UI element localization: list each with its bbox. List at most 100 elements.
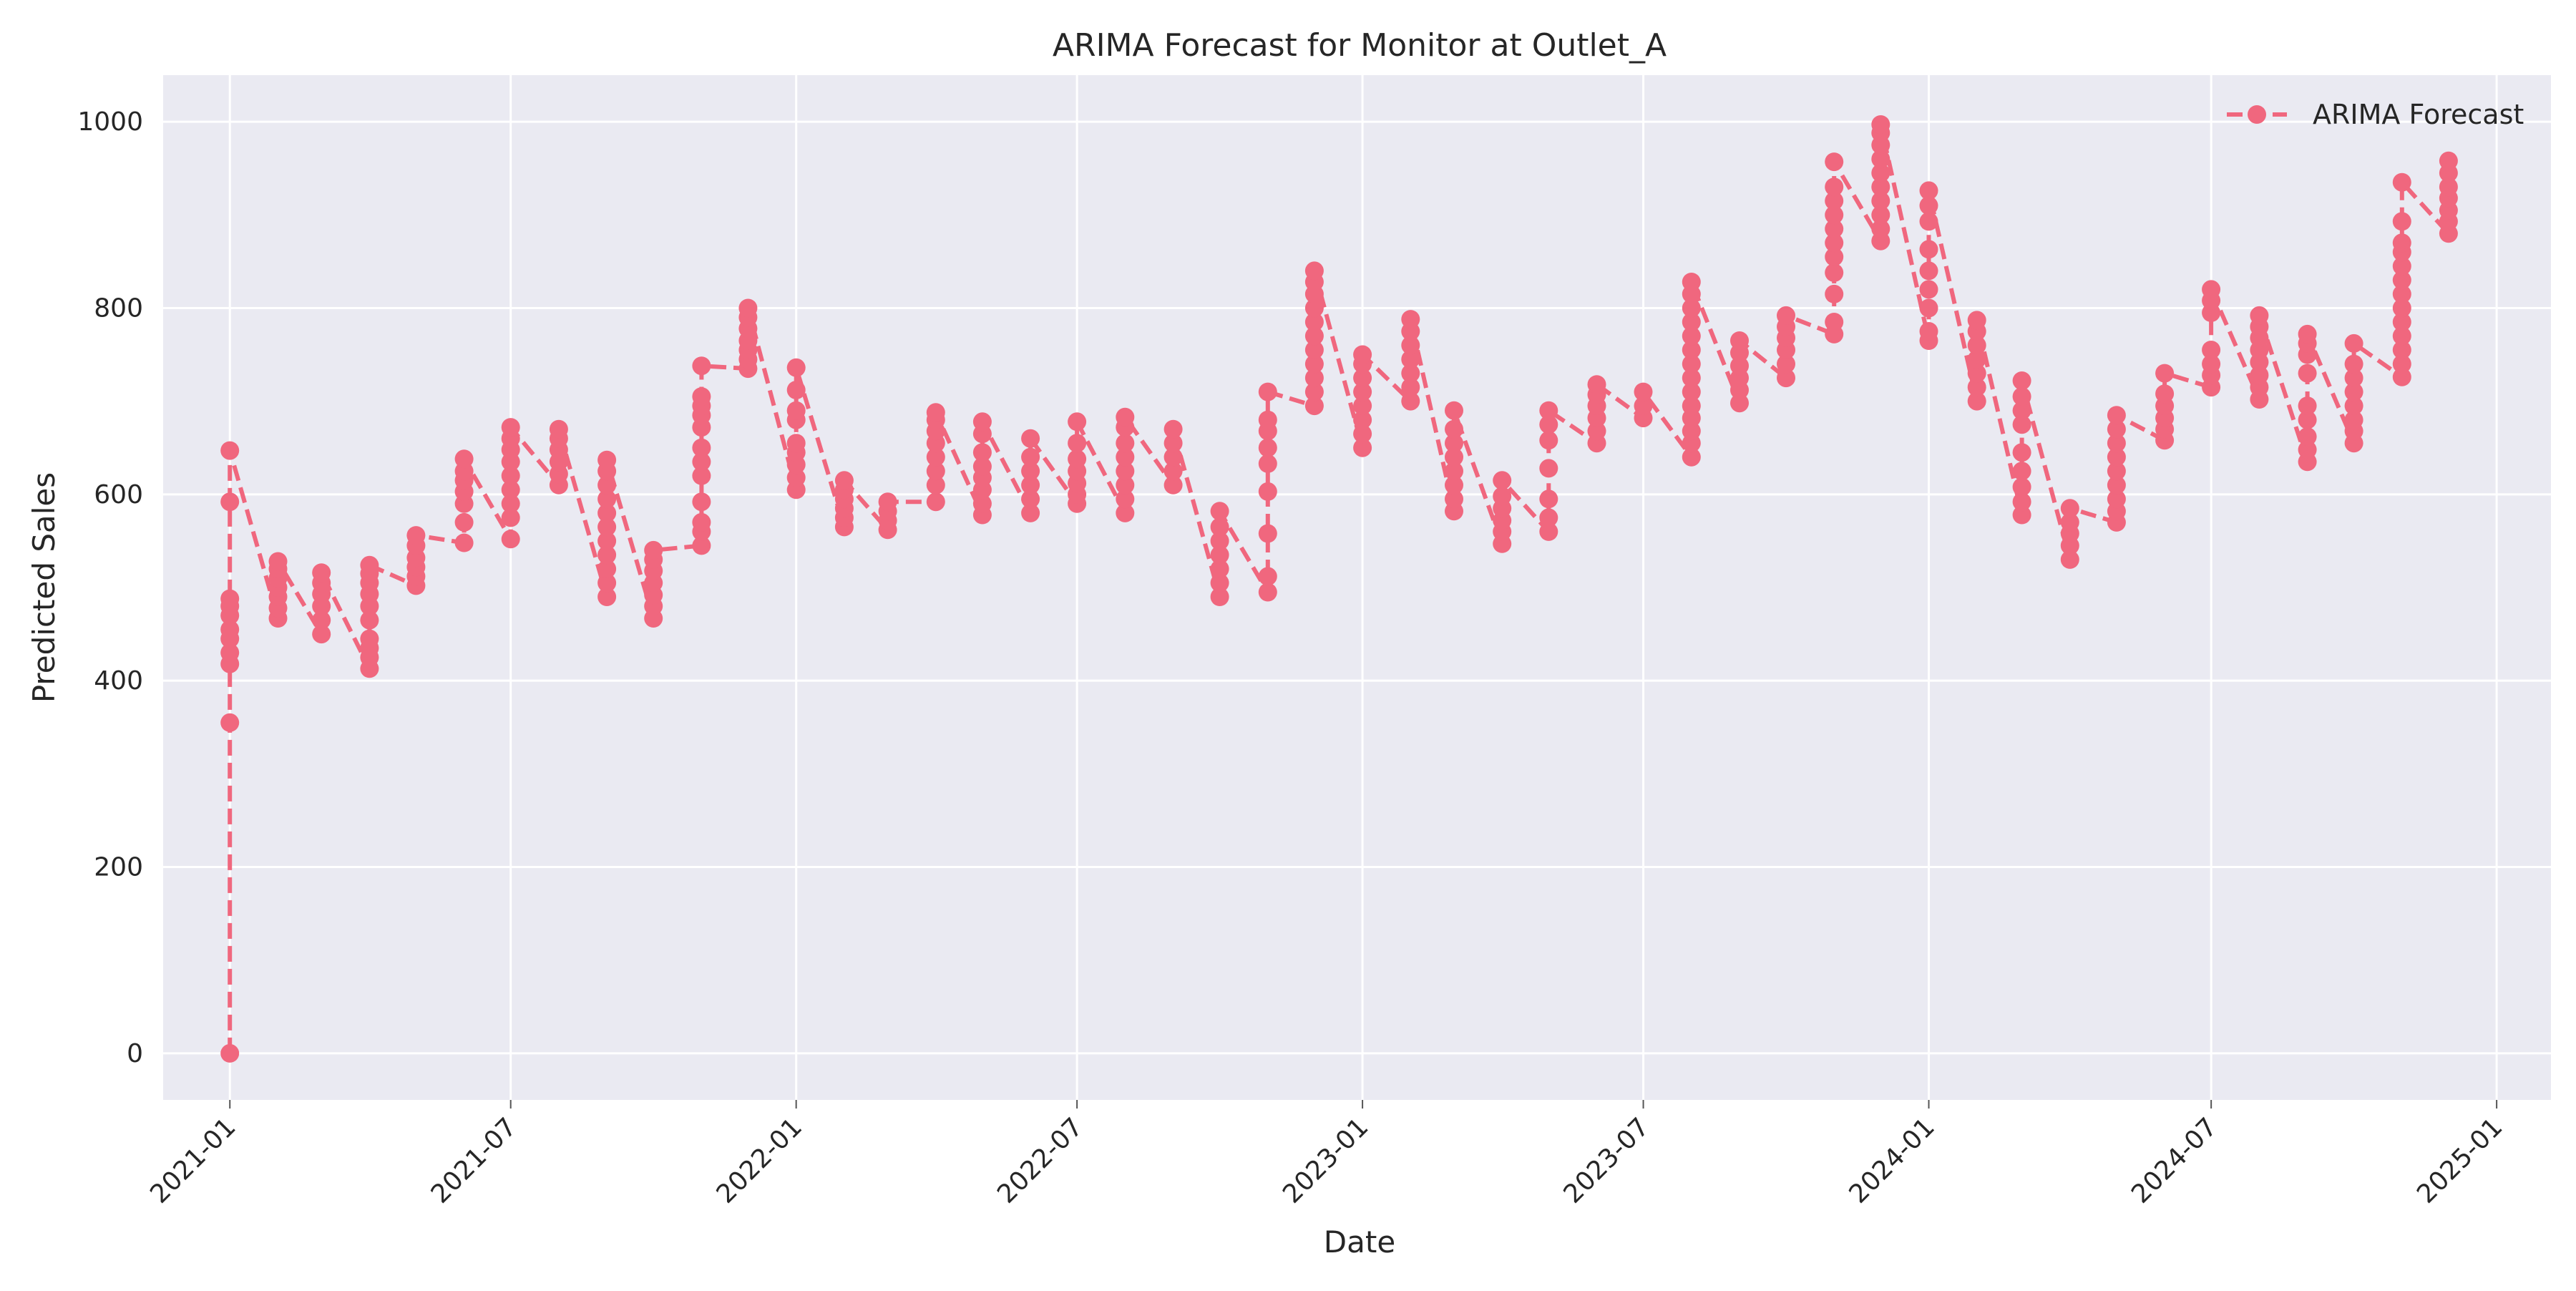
data-point (1445, 447, 1463, 467)
data-point (2392, 256, 2411, 276)
data-point (1919, 261, 1938, 281)
data-point (2392, 367, 2411, 386)
data-point (312, 563, 331, 583)
data-point (406, 526, 426, 545)
data-point (2298, 324, 2317, 344)
data-point (1539, 489, 1558, 509)
data-point (926, 492, 945, 512)
data-point (2392, 341, 2411, 359)
grid-layer (163, 75, 2551, 1100)
data-point (2012, 387, 2031, 406)
data-point (1304, 313, 1324, 331)
data-point (220, 713, 240, 732)
data-point (501, 418, 520, 437)
data-point (972, 457, 992, 476)
data-point (1304, 354, 1324, 374)
data-point (1258, 382, 1277, 401)
data-point (1825, 205, 1844, 225)
data-point (1682, 354, 1701, 374)
data-point (1445, 434, 1463, 453)
data-point (1258, 454, 1277, 473)
data-point (692, 387, 711, 406)
data-point (597, 545, 617, 565)
data-point (2298, 440, 2317, 459)
data-point (1401, 391, 1420, 411)
data-point (786, 358, 806, 377)
data-point (597, 573, 617, 593)
data-point (1825, 219, 1844, 238)
data-point (220, 441, 240, 460)
data-point (2107, 419, 2126, 439)
data-point (1258, 410, 1277, 429)
data-point (1682, 298, 1701, 318)
data-point (1539, 508, 1558, 527)
data-point (1682, 396, 1701, 416)
data-point (1258, 583, 1277, 602)
data-point (1493, 471, 1512, 490)
data-point (1539, 459, 1558, 478)
data-point (1539, 401, 1558, 420)
data-point (1919, 181, 1938, 200)
data-point (1825, 191, 1844, 210)
data-point (2392, 212, 2411, 231)
x-tick-label: 2024-07 (2126, 1112, 2223, 1209)
data-point (454, 449, 474, 469)
data-point (1116, 503, 1135, 522)
data-point (501, 466, 520, 485)
data-point (692, 438, 711, 457)
data-point (1210, 545, 1229, 565)
data-point (360, 610, 379, 630)
data-point (786, 468, 806, 487)
data-point (1021, 489, 1040, 509)
data-point (1587, 422, 1606, 441)
data-point (1634, 382, 1653, 401)
x-tick-label: 2022-07 (992, 1112, 1088, 1209)
data-point (597, 475, 617, 495)
data-point (1967, 350, 1986, 369)
data-point (786, 381, 806, 399)
data-point (692, 492, 711, 512)
data-point (786, 434, 806, 453)
data-point (1682, 369, 1701, 388)
data-point (1682, 382, 1701, 401)
data-point (1539, 431, 1558, 450)
data-point (2344, 396, 2363, 416)
data-point (1730, 356, 1749, 376)
data-point (1210, 588, 1229, 606)
data-point (2392, 326, 2411, 346)
data-point (2392, 298, 2411, 318)
data-point (2107, 489, 2126, 509)
data-point (1021, 447, 1040, 467)
data-point (1401, 378, 1420, 397)
data-point (1919, 196, 1938, 215)
data-point (501, 480, 520, 500)
data-point (1401, 336, 1420, 355)
data-point (1210, 517, 1229, 537)
data-point (2344, 410, 2363, 429)
legend-label: ARIMA Forecast (2313, 99, 2524, 130)
y-tick-label: 200 (94, 853, 143, 882)
plot-area (163, 75, 2551, 1100)
data-point (1682, 326, 1701, 346)
data-point (1116, 434, 1135, 453)
data-point (1163, 419, 1183, 439)
data-point (220, 589, 240, 608)
data-point (1445, 419, 1463, 439)
data-point (1353, 424, 1372, 444)
data-point (2392, 271, 2411, 290)
data-point (1445, 489, 1463, 509)
data-point (2060, 499, 2079, 518)
data-point (692, 512, 711, 532)
data-point (1401, 364, 1420, 383)
data-point (1445, 462, 1463, 481)
data-point (926, 475, 945, 495)
data-point (1919, 298, 1938, 318)
data-point (1163, 447, 1183, 467)
data-point (1967, 378, 1986, 397)
data-point (1304, 369, 1324, 388)
data-point (1163, 475, 1183, 495)
data-point (972, 412, 992, 432)
data-point (220, 643, 240, 663)
data-point (1068, 449, 1087, 469)
data-point (1258, 438, 1277, 457)
